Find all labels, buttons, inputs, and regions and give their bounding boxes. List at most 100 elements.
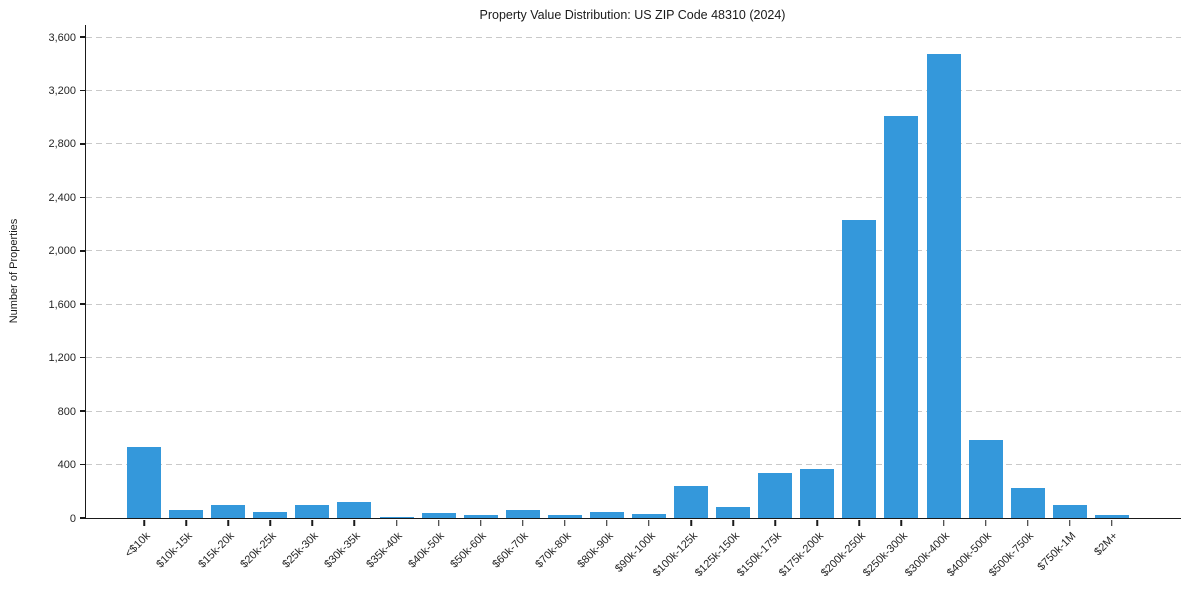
bar-slot: $200k-250k [819,25,880,579]
bar-slot: $80k-90k [575,25,628,570]
bar-$60k-70k [505,509,540,518]
x-tick-mark [816,519,819,526]
x-tick-mark [1111,519,1113,526]
bar-$20k-25k [253,512,288,518]
y-tick-mark [80,303,86,305]
gridline-2000 [86,250,1181,252]
gridline-400 [86,464,1181,466]
gridline-800 [86,410,1181,412]
y-tick-label: 2,000 [48,245,76,258]
x-tick-mark [311,519,314,526]
bar-<$10k [127,447,162,518]
y-axis-label: Number of Properties [8,218,20,324]
bar-slot: $60k-70k [491,25,544,570]
bar-$90k-100k [631,514,666,518]
x-tick-mark [353,519,356,526]
x-tick-label: $60k-70k [490,530,532,571]
x-tick-mark [185,519,187,526]
y-tick-mark [80,196,86,199]
bar-slot: $100k-125k [650,25,712,579]
x-tick-mark [648,519,650,526]
bar-slot: $2M+ [1091,25,1133,558]
x-tick-label: $20k-25k [238,530,279,571]
y-tick-label: 3,200 [48,84,76,97]
x-tick-mark [143,519,145,526]
bar-$100k-125k [674,485,709,518]
bar-$175k-200k [800,469,835,518]
bar-$400k-500k [968,439,1003,518]
x-tick-label: $30k-35k [322,530,363,571]
bars-row: <$10k $10k-15k $15k-20k $20k-25k $25k-30k $30… [123,25,1133,579]
bar-slot: $35k-40k [365,25,417,570]
gridline-2400 [86,196,1181,198]
x-tick-mark [564,519,566,526]
y-tick-label: 800 [57,405,76,418]
plot-area: 0 400 800 1,200 1,600 2,000 2,400 2,800 3,200 3,6… [48,25,1181,579]
bar-slot: $50k-60k [449,25,502,570]
x-tick-mark [732,519,734,526]
bar-$750k-1M [1052,505,1087,518]
y-tick-label: 2,400 [48,191,76,204]
y-tick-mark [80,356,86,359]
x-tick-mark [858,519,861,526]
bar-$2M+ [1094,515,1129,518]
x-tick-mark [1069,519,1071,526]
bar-slot: $125k-150k [692,25,754,579]
x-tick-label: $70k-80k [532,530,574,571]
x-tick-label: $50k-60k [448,530,490,571]
x-tick-label: $25k-30k [280,530,321,571]
x-tick-mark [227,519,229,526]
bar-slot: $70k-80k [533,25,586,570]
bar-slot: $25k-30k [280,25,333,570]
x-tick-mark [521,519,524,526]
bar-$500k-750k [1010,487,1045,518]
bar-slot: $750k-1M [1035,25,1091,573]
bar-slot: $15k-20k [196,25,249,570]
bar-slot: $90k-100k [613,25,670,575]
x-tick-mark [437,519,440,526]
bar-$30k-35k [337,501,372,518]
bar-$10k-15k [169,509,204,518]
bar-slot: $500k-750k [987,25,1049,579]
x-tick-mark [479,519,482,526]
y-tick-label: 1,200 [48,352,76,365]
bar-slot: $300k-400k [903,25,964,579]
bar-slot: $250k-300k [861,25,922,579]
x-tick-mark [900,519,903,526]
bar-$35k-40k [379,516,414,518]
y-tick-label: 1,600 [48,298,76,311]
x-tick-label: <$10k [122,530,153,560]
x-tick-label: $10k-15k [154,530,195,571]
bar-$150k-175k [758,473,793,518]
bar-$125k-150k [716,506,751,518]
x-tick-mark [942,519,945,526]
bar-$300k-400k [926,54,961,518]
bar-slot: $20k-25k [238,25,291,570]
bar-$80k-90k [589,512,624,518]
bar-$50k-60k [463,515,498,518]
gridline-3200 [86,89,1181,91]
y-tick-mark [80,410,86,412]
gridline-1200 [86,357,1181,359]
x-tick-label: $2M+ [1092,530,1121,559]
y-tick-mark [80,36,86,38]
bar-slot: $400k-500k [945,25,1007,579]
chart-title: Property Value Distribution: US ZIP Code… [479,8,786,22]
bar-slot: $10k-15k [154,25,207,570]
y-tick-label: 2,800 [48,138,76,151]
bar-$250k-300k [884,115,919,518]
y-tick-label: 3,600 [48,31,76,44]
bar-slot: $40k-50k [407,25,460,570]
x-tick-mark [984,519,987,526]
x-tick-label: $750k-1M [1035,530,1079,574]
gridline-1600 [86,303,1181,305]
x-tick-label: $15k-20k [196,530,237,571]
bar-slot: $30k-35k [322,25,375,570]
gridline-2800 [86,143,1181,145]
x-tick-mark [269,519,272,526]
bar-$40k-50k [421,512,456,518]
x-tick-mark [1026,519,1029,526]
bar-$200k-250k [842,220,877,518]
y-tick-mark [80,463,86,466]
